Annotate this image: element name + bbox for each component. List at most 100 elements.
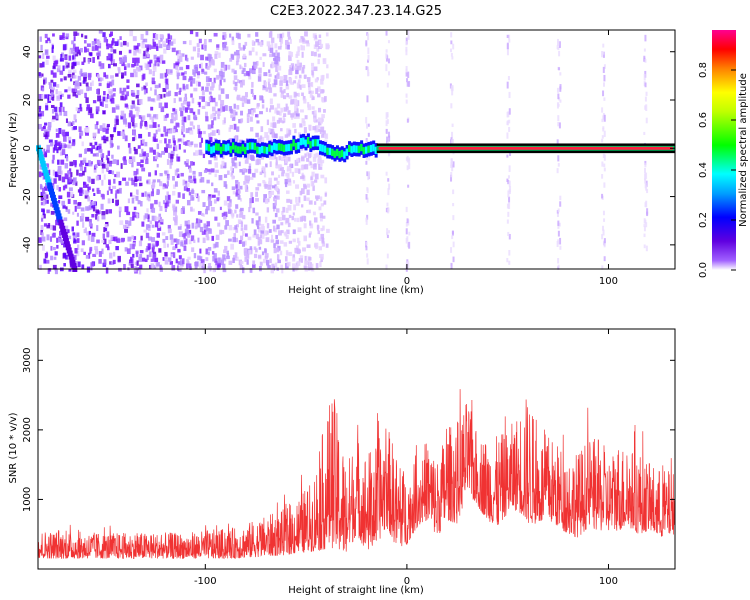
spectrogram-cell bbox=[82, 182, 87, 188]
spectrogram-cell bbox=[319, 212, 324, 219]
spectrogram-cell bbox=[158, 102, 163, 109]
spectrogram-cell bbox=[66, 62, 70, 68]
spectrogram-cell bbox=[159, 218, 164, 223]
spectrogram-cell bbox=[188, 229, 192, 235]
spectrogram-cell bbox=[387, 178, 390, 182]
spectrogram-cell bbox=[217, 108, 221, 113]
spectrogram-cell bbox=[98, 146, 102, 153]
spectrogram-cell bbox=[101, 156, 104, 163]
spectrogram-cell bbox=[122, 113, 127, 119]
spectrogram-cell bbox=[314, 78, 319, 83]
spectrogram-cell bbox=[142, 155, 147, 160]
spectrogram-cell bbox=[103, 238, 107, 245]
spectrogram-cell bbox=[211, 130, 216, 136]
spectrogram-cell bbox=[603, 74, 606, 82]
spectrogram-cell bbox=[643, 225, 646, 232]
spectrogram-cell bbox=[287, 178, 292, 183]
spectrogram-cell bbox=[452, 215, 455, 221]
spectrogram-cell bbox=[154, 60, 157, 66]
spectrogram-cell bbox=[506, 154, 509, 158]
spectrogram-cell bbox=[244, 183, 247, 190]
spectrogram-cell bbox=[323, 96, 327, 102]
spectrogram-cell bbox=[73, 81, 76, 86]
spectrogram-cell bbox=[105, 209, 109, 215]
spectrogram-cell bbox=[292, 212, 295, 216]
spectrogram-cell bbox=[126, 248, 131, 254]
spectrogram-cell bbox=[77, 261, 81, 268]
spectrogram-cell bbox=[65, 155, 69, 162]
spectrogram-cell bbox=[272, 202, 277, 209]
spectrogram-cell bbox=[92, 207, 96, 212]
spectrogram-cell bbox=[172, 190, 176, 196]
spectrogram-cell bbox=[223, 211, 228, 218]
spectrogram-cell bbox=[65, 61, 68, 66]
spectrogram-cell bbox=[145, 49, 149, 54]
spectrogram-cell bbox=[643, 244, 646, 249]
spectrogram-cell bbox=[79, 216, 84, 222]
spectrogram-cell bbox=[60, 225, 66, 232]
spectrogram-cell bbox=[130, 263, 134, 269]
spectral-ridge-cell bbox=[248, 142, 252, 150]
spectrogram-cell bbox=[238, 42, 241, 49]
spectrogram-cell bbox=[185, 182, 188, 189]
spectrogram-cell bbox=[173, 252, 176, 259]
spectrogram-cell bbox=[122, 87, 127, 92]
spectrogram-cell bbox=[301, 118, 305, 124]
spectrogram-cell bbox=[238, 119, 241, 124]
spectrogram-cell bbox=[43, 258, 47, 264]
spectrogram-cell bbox=[301, 174, 305, 179]
spectrogram-cell bbox=[318, 40, 322, 44]
spectrogram-cell bbox=[71, 226, 74, 232]
spectrogram-cell bbox=[44, 94, 48, 99]
spectrogram-cell bbox=[46, 55, 50, 59]
spectrogram-cell bbox=[133, 69, 136, 73]
spectrogram-cell bbox=[40, 201, 44, 206]
spectrogram-cell bbox=[239, 64, 242, 70]
spectrogram-cell bbox=[318, 121, 322, 126]
spectrogram-cell bbox=[247, 109, 252, 115]
spectrogram-cell bbox=[132, 104, 136, 109]
spectrogram-cell bbox=[132, 57, 137, 64]
spectrogram-cell bbox=[180, 138, 185, 144]
spectrogram-cell bbox=[261, 226, 265, 231]
spectrogram-cell bbox=[69, 47, 74, 54]
spectrogram-cell bbox=[286, 92, 289, 98]
spectrogram-cell bbox=[366, 214, 369, 220]
spectrogram-cell bbox=[181, 116, 186, 122]
spectrogram-y-axis-title: Frequency (Hz) bbox=[8, 112, 19, 188]
spectrogram-cell bbox=[145, 124, 149, 130]
spectrogram-cell bbox=[72, 235, 76, 241]
spectrogram-cell bbox=[170, 119, 174, 124]
spectrogram-cell bbox=[197, 211, 202, 215]
spectrogram-cell bbox=[318, 34, 322, 38]
spectrogram-cell bbox=[79, 47, 83, 53]
spectrogram-cell bbox=[51, 91, 54, 97]
spectrogram-cell bbox=[256, 61, 259, 66]
spectrogram-cell bbox=[107, 89, 112, 93]
spectrogram-cell bbox=[72, 181, 76, 186]
spectrogram-cell bbox=[189, 179, 193, 184]
spectrogram-cell bbox=[39, 63, 43, 68]
spectrogram-cell bbox=[55, 133, 60, 138]
spectrogram-cell bbox=[283, 107, 288, 112]
spectrogram-cell bbox=[57, 216, 63, 223]
spectrogram-cell bbox=[112, 185, 117, 189]
spectrogram-cell bbox=[601, 107, 604, 113]
spectrogram-cell bbox=[39, 157, 45, 164]
spectrogram-cell bbox=[170, 156, 174, 163]
spectrogram-cell bbox=[67, 229, 70, 233]
spectrogram-cell bbox=[137, 200, 141, 205]
spectrogram-cell bbox=[194, 264, 198, 269]
spectrogram-cell bbox=[158, 83, 161, 88]
spectrogram-cell bbox=[134, 106, 139, 111]
spectrogram-cell bbox=[132, 156, 136, 163]
spectrogram-cell bbox=[118, 187, 122, 194]
spectrogram-cell bbox=[314, 35, 318, 39]
spectrogram-cell bbox=[272, 122, 277, 128]
spectrogram-cell bbox=[558, 67, 561, 71]
spectrogram-cell bbox=[109, 81, 113, 87]
spectrogram-cell bbox=[279, 33, 283, 39]
spectrogram-cell bbox=[67, 250, 73, 257]
spectrogram-cell bbox=[556, 168, 559, 174]
spectrogram-cell bbox=[87, 148, 91, 152]
